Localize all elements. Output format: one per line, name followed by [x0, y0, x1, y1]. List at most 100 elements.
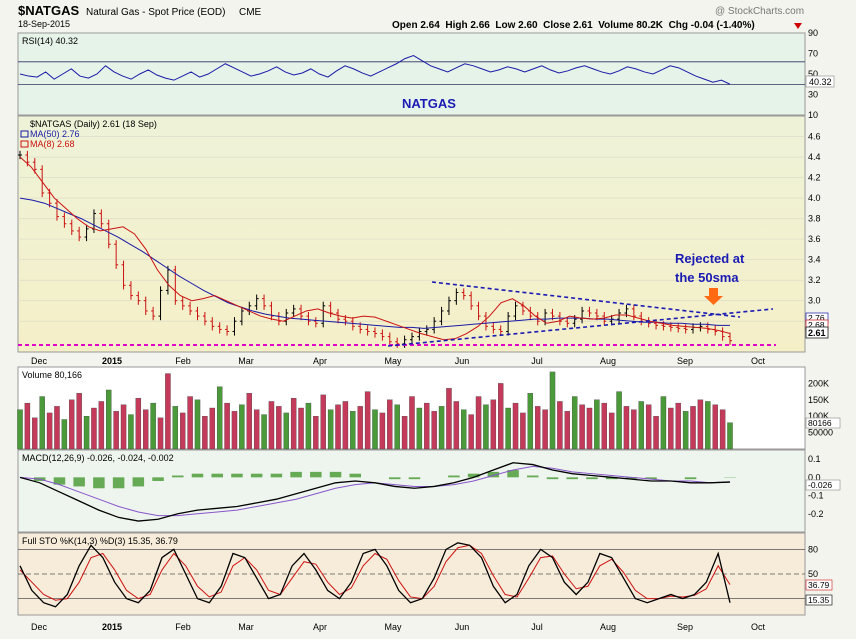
symbol: $NATGAS — [18, 3, 79, 18]
volume-bar — [454, 401, 459, 449]
volume-bar — [106, 390, 111, 449]
volume-bar — [284, 413, 289, 449]
volume-bar — [350, 411, 355, 449]
price-tick: 3.6 — [808, 234, 821, 244]
volume-bar — [77, 393, 82, 449]
volume-bar — [239, 405, 244, 449]
price-x-tick: Feb — [175, 356, 191, 366]
volume-bar — [335, 405, 340, 449]
macd-hist-bar — [566, 477, 578, 479]
close-value-label: 2.61 — [808, 328, 826, 338]
price-panel: Rejected at the 50sma $NATGAS (Daily) 2.… — [18, 116, 828, 352]
bottom-x-tick: Apr — [313, 622, 327, 632]
price-tick: 3.4 — [808, 255, 821, 265]
volume-bar — [54, 406, 59, 449]
rejected-annotation-2: the 50sma — [675, 270, 739, 285]
volume-bar — [432, 411, 437, 449]
rsi-tick: 30 — [808, 90, 818, 100]
volume-bar — [483, 405, 488, 449]
volume-bar — [91, 408, 96, 449]
price-x-tick: Sep — [677, 356, 693, 366]
price-tick: 3.8 — [808, 214, 821, 224]
volume-bar — [210, 408, 215, 449]
volume-bar — [409, 397, 414, 449]
macd-hist-bar — [586, 477, 598, 479]
volume-bar — [121, 405, 126, 449]
volume-bar — [128, 415, 133, 449]
volume-bar — [653, 416, 658, 449]
sto-label: Full STO %K(14,3) %D(3) 15.35, 36.79 — [22, 536, 178, 546]
volume-bar — [424, 403, 429, 449]
volume-bar — [661, 397, 666, 449]
chart-title: NATGAS — [402, 96, 456, 111]
macd-hist-bar — [389, 477, 401, 479]
volume-bar — [520, 413, 525, 449]
price-legend-ma50: MA(50) 2.76 — [30, 129, 80, 139]
bottom-x-tick: May — [384, 622, 402, 632]
volume-bar — [247, 393, 252, 449]
rsi-value-label: 40.32 — [809, 77, 832, 87]
price-legend-ma8: MA(8) 2.68 — [30, 139, 75, 149]
macd-hist-bar — [133, 477, 145, 486]
volume-bar — [683, 411, 688, 449]
volume-bar — [594, 400, 599, 449]
instrument-name: Natural Gas - Spot Price (EOD) — [86, 7, 225, 18]
macd-hist-bar — [211, 474, 223, 478]
volume-bar — [646, 405, 651, 449]
volume-bar — [609, 413, 614, 449]
macd-hist-bar — [290, 472, 302, 477]
volume-bar — [580, 405, 585, 449]
price-tick: 4.4 — [808, 152, 821, 162]
price-tick: 3.2 — [808, 275, 821, 285]
bottom-x-tick: Sep — [677, 622, 693, 632]
sto-tick: 80 — [808, 544, 818, 554]
volume-bar — [528, 393, 533, 449]
volume-bar — [136, 398, 141, 449]
macd-hist-bar — [350, 474, 362, 478]
volume-bar — [602, 403, 607, 449]
volume-bar — [291, 398, 296, 449]
macd-hist-bar — [113, 477, 125, 488]
price-legend-symbol: $NATGAS (Daily) 2.61 (18 Sep) — [30, 119, 157, 129]
volume-tick: 200K — [808, 378, 829, 388]
volume-bar — [557, 401, 562, 449]
volume-bar — [698, 400, 703, 449]
price-x-tick: 2015 — [102, 356, 122, 366]
volume-bar — [343, 401, 348, 449]
volume-bar — [173, 406, 178, 449]
rejected-annotation-1: Rejected at — [675, 251, 745, 266]
price-x-tick: Apr — [313, 356, 327, 366]
macd-hist-bar — [547, 477, 559, 479]
volume-bar — [99, 401, 104, 449]
volume-bar — [727, 423, 732, 449]
volume-bar — [676, 403, 681, 449]
volume-bar — [17, 410, 22, 449]
price-tick: 4.0 — [808, 193, 821, 203]
volume-bar — [720, 410, 725, 449]
volume-bar — [506, 408, 511, 449]
volume-bar — [217, 387, 222, 449]
volume-bar — [491, 400, 496, 449]
watermark: @ StockCharts.com — [715, 6, 804, 17]
price-x-tick: Mar — [238, 356, 254, 366]
volume-bar — [476, 397, 481, 449]
volume-bar — [617, 392, 622, 449]
volume-bar — [202, 416, 207, 449]
volume-bar — [306, 403, 311, 449]
volume-bar — [565, 411, 570, 449]
volume-bar — [298, 408, 303, 449]
volume-bar — [690, 406, 695, 449]
volume-bar — [232, 411, 237, 449]
volume-bar — [62, 419, 67, 449]
volume-bar — [276, 406, 281, 449]
macd-hist-bar — [93, 477, 105, 488]
volume-tick: 50000 — [808, 428, 833, 438]
volume-bar — [380, 413, 385, 449]
macd-hist-bar — [152, 477, 164, 481]
volume-bar — [395, 405, 400, 449]
bottom-x-tick: Jul — [531, 622, 543, 632]
volume-bar — [469, 415, 474, 449]
volume-value-label: 80166 — [808, 418, 832, 428]
volume-bar — [513, 403, 518, 449]
